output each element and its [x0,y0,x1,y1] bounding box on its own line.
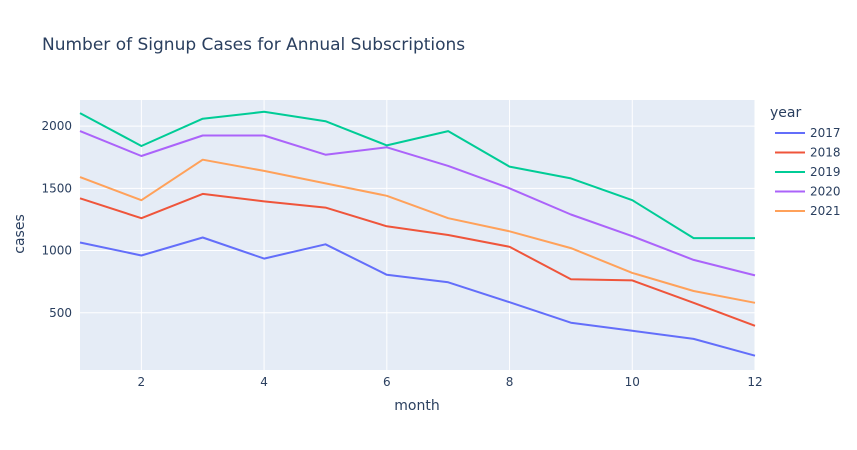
x-tick-label: 2 [138,375,146,389]
legend-label-2018: 2018 [810,146,841,160]
legend-title: year [770,105,801,121]
x-tick-label: 8 [506,375,514,389]
legend-label-2021: 2021 [810,204,841,218]
legend-label-2017: 2017 [810,126,841,140]
x-tick-label: 4 [260,375,268,389]
legend-label-2020: 2020 [810,185,841,199]
series-line-2020 [79,130,756,277]
series-lines [79,110,756,357]
x-axis-ticks: 2 4 6 8 10 12 [138,375,763,389]
y-axis-ticks: 500 1000 1500 2000 [41,119,72,320]
legend-label-2019: 2019 [810,165,841,179]
plot-area [80,100,755,370]
legend: year 2017 2018 2019 2020 2021 [770,105,841,218]
series-line-2017 [79,236,756,357]
series-line-2021 [79,158,756,304]
y-tick-label: 1500 [41,181,72,195]
x-axis-title: month [394,398,439,414]
x-tick-label: 12 [747,375,762,389]
y-tick-label: 2000 [41,119,72,133]
x-tick-label: 10 [625,375,640,389]
chart-title: Number of Signup Cases for Annual Subscr… [42,35,465,55]
series-line-2019 [79,110,755,240]
y-tick-label: 500 [49,306,72,320]
y-tick-label: 1000 [41,244,72,258]
series-line-2018 [79,192,756,327]
y-axis-title: cases [12,214,28,253]
x-tick-label: 6 [383,375,391,389]
